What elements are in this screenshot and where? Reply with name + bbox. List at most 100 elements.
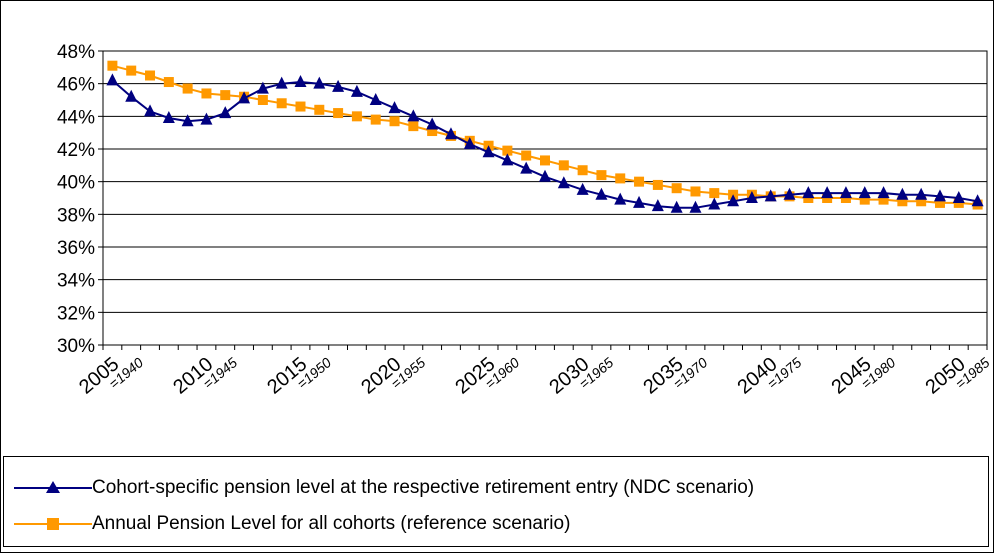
- data-point-ndc: [407, 109, 420, 122]
- data-point-reference: [634, 176, 645, 187]
- data-point-reference: [182, 83, 193, 94]
- data-point-reference: [107, 60, 118, 71]
- y-tick-label: 32%: [57, 303, 95, 324]
- legend-label-ndc: Cohort-specific pension level at the res…: [92, 477, 755, 498]
- data-point-ndc: [294, 75, 307, 88]
- y-tick-label: 36%: [57, 238, 95, 259]
- data-point-ndc: [651, 199, 664, 212]
- x-tick-labels: 2005=1940 2010=1945 2015=1950 2020=1955 2025…: [75, 353, 993, 398]
- data-point-reference: [859, 194, 870, 205]
- data-point-ndc: [388, 101, 401, 114]
- x-tick-label-group: 2040=1975: [733, 353, 804, 398]
- data-point-ndc: [219, 106, 232, 119]
- y-tick-label: 42%: [57, 140, 95, 161]
- data-point-reference: [897, 196, 908, 207]
- y-tick-label: 48%: [57, 42, 95, 63]
- line-chart: 30% 32% 34% 36% 38% 40% 42% 44% 46% 48% 2005=1940…: [57, 42, 993, 399]
- legend-item-reference: Annual Pension Level for all cohorts (re…: [4, 509, 988, 539]
- y-tick-label: 46%: [57, 75, 95, 96]
- data-point-reference: [389, 116, 400, 127]
- data-point-ndc: [463, 137, 476, 150]
- data-point-ndc: [633, 195, 646, 208]
- y-tick-label: 34%: [57, 271, 95, 292]
- data-point-ndc: [576, 182, 589, 195]
- data-point-reference: [709, 188, 720, 199]
- series-lines: [106, 60, 984, 213]
- data-point-reference: [596, 170, 607, 181]
- data-point-ndc: [858, 186, 871, 199]
- x-tick-label-group: 2010=1945: [169, 353, 240, 398]
- data-point-reference: [502, 145, 513, 156]
- data-point-ndc: [783, 187, 796, 200]
- data-point-ndc: [727, 194, 740, 207]
- data-point-ndc: [162, 110, 175, 123]
- data-point-reference: [370, 114, 381, 125]
- data-point-reference: [540, 155, 550, 166]
- data-point-ndc: [144, 104, 157, 117]
- y-tick-labels: 30% 32% 34% 36% 38% 40% 42% 44% 46% 48%: [57, 42, 95, 357]
- x-tick-label-group: 2045=1980: [827, 353, 898, 398]
- data-point-reference: [163, 77, 174, 88]
- data-point-reference: [126, 65, 137, 76]
- data-point-ndc: [952, 191, 965, 203]
- data-point-reference: [615, 173, 626, 184]
- data-point-ndc: [501, 153, 514, 166]
- y-tick-label: 30%: [57, 336, 95, 357]
- data-point-ndc: [350, 84, 363, 97]
- x-tick-label-group: 2025=1960: [451, 353, 522, 398]
- legend: Cohort-specific pension level at the res…: [3, 456, 989, 547]
- data-point-reference: [521, 150, 532, 161]
- data-point-ndc: [708, 197, 721, 210]
- data-point-reference: [878, 194, 889, 205]
- data-point-reference: [577, 165, 588, 176]
- data-point-ndc: [614, 192, 627, 205]
- legend-label-reference: Annual Pension Level for all cohorts (re…: [92, 513, 571, 534]
- data-point-ndc: [106, 73, 119, 86]
- data-point-ndc: [275, 76, 288, 89]
- data-point-ndc: [369, 93, 382, 105]
- data-point-reference: [351, 111, 362, 122]
- data-point-reference: [558, 160, 569, 171]
- y-tick-label: 40%: [57, 173, 95, 194]
- data-point-ndc: [256, 81, 269, 94]
- data-point-ndc: [557, 176, 570, 189]
- data-point-reference: [333, 108, 344, 119]
- data-point-ndc: [181, 114, 194, 127]
- data-point-ndc: [971, 194, 984, 207]
- data-point-ndc: [896, 187, 909, 200]
- data-point-ndc: [915, 187, 928, 200]
- data-point-ndc: [839, 186, 852, 199]
- data-point-reference: [220, 90, 231, 101]
- data-point-ndc: [332, 79, 345, 92]
- data-point-reference: [427, 126, 438, 137]
- data-point-reference: [916, 196, 927, 207]
- data-point-reference: [314, 104, 325, 115]
- data-point-ndc: [595, 187, 608, 200]
- data-point-ndc: [670, 200, 683, 213]
- data-point-reference: [295, 101, 306, 112]
- data-point-ndc: [689, 200, 702, 213]
- plot-area-border: [102, 50, 988, 346]
- data-point-ndc: [238, 91, 251, 104]
- data-point-ndc: [200, 112, 213, 125]
- y-tick-label: 38%: [57, 205, 95, 226]
- data-point-ndc: [539, 169, 551, 182]
- data-point-reference: [201, 88, 212, 99]
- data-point-ndc: [426, 117, 439, 130]
- x-tick-label-group: 2020=1955: [357, 353, 428, 398]
- data-point-reference: [652, 179, 663, 190]
- data-point-reference: [671, 183, 682, 194]
- data-point-ndc: [520, 161, 533, 174]
- data-point-ndc: [933, 189, 946, 202]
- data-point-ndc: [821, 186, 834, 199]
- data-point-reference: [276, 98, 287, 109]
- data-point-reference: [934, 197, 945, 208]
- y-tick-label: 44%: [57, 107, 95, 128]
- legend-marker-square: [14, 518, 92, 530]
- data-point-ndc: [764, 189, 777, 202]
- series-line-reference: [112, 64, 978, 206]
- legend-marker-triangle: [14, 481, 92, 493]
- data-point-ndc: [802, 186, 815, 199]
- data-point-reference: [408, 121, 419, 132]
- x-tick-label-group: 2035=1970: [639, 353, 710, 398]
